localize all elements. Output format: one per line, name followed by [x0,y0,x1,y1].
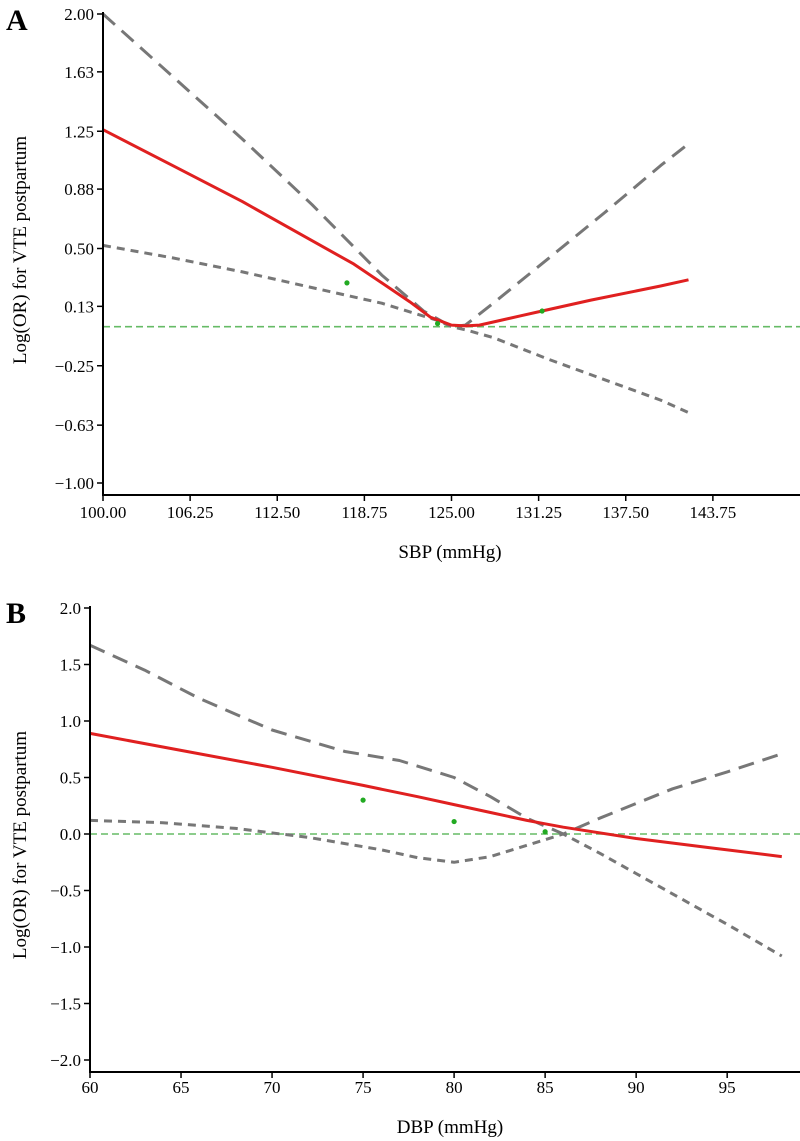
panel-b-x-tick-label: 70 [264,1078,281,1097]
panel-b-knots [360,797,548,835]
panel-b-y-tick-label: 1.0 [60,712,81,731]
panel-a-knot-point [539,308,545,314]
panel-a-series [101,12,800,414]
panel-a-series-solid-line [102,128,689,328]
panel-a-y-tick-label: 1.25 [64,122,94,141]
panel-a-y-tick-label: 2.00 [64,5,94,24]
panel-a-y-tick-label: 0.50 [64,240,94,259]
panel-a-x-tick-label: 118.75 [341,503,387,522]
panel-b-letter: B [6,597,26,630]
panel-a-y-tick-label: 1.63 [64,63,94,82]
panel-a-ticks: 2.00 1.63 1.25 0.88 0.50 0.13 −0.25 −0.63 −1.00 1… [55,5,737,522]
panel-b: B 2.0 1.5 1.0 0.5 0.0 −0.5 −1.0 −1.5 −2.060 65 70 7… [6,597,800,1138]
panel-a-y-tick-label: −0.63 [55,416,94,435]
panel-a: A 2.00 1.63 1.25 0.88 0.50 0.13 −0.25 −0.63 −1.0… [6,4,800,563]
panel-b-series-solid-line [89,731,782,859]
panel-b-x-tick-label: 95 [719,1078,736,1097]
panel-a-y-tick-label: 0.88 [64,180,94,199]
panel-a-y-tick-label: −1.00 [55,474,94,493]
panel-b-y-tick-label: 0.0 [60,825,81,844]
panel-b-y-axis-title: Log(OR) for VTE postpartum [10,731,31,959]
panel-a-knot-point [434,320,441,327]
panel-b-series-short-dash-line [89,818,783,958]
panel-b-y-tick-label: −1.5 [50,995,81,1014]
panel-b-series [89,643,800,958]
panel-a-y-tick-label: −0.25 [55,357,94,376]
panel-a-x-tick-label: 100.00 [80,503,127,522]
panel-b-y-tick-label: 1.5 [60,656,81,675]
panel-a-knots [344,280,545,327]
panel-a-series-long-dash-line [101,12,690,329]
panel-b-y-tick-label: −2.0 [50,1051,81,1070]
panel-b-knot-point [542,829,548,835]
panel-b-x-tick-label: 75 [355,1078,372,1097]
panel-b-series-long-dash-line [89,643,783,836]
panel-b-x-axis-title: DBP (mmHg) [397,1117,503,1138]
panel-b-x-tick-label: 65 [173,1078,190,1097]
panel-b-knot-point [360,797,366,803]
panel-b-axes [89,606,800,1073]
panel-b-x-tick-label: 90 [628,1078,645,1097]
panel-a-y-axis-title: Log(OR) for VTE postpartum [10,136,31,364]
panel-b-y-tick-label: −1.0 [50,938,81,957]
panel-b-x-tick-label: 60 [82,1078,99,1097]
panel-a-x-tick-label: 131.25 [515,503,562,522]
panel-a-x-tick-label: 106.25 [167,503,214,522]
panel-a-y-tick-label: 0.13 [64,297,94,316]
panel-b-y-tick-label: −0.5 [50,882,81,901]
panel-b-knot-point [451,818,457,825]
panel-b-ticks: 2.0 1.5 1.0 0.5 0.0 −0.5 −1.0 −1.5 −2.060 65 70 75 8… [50,599,736,1097]
panel-a-letter: A [6,4,28,37]
panel-a-x-tick-label: 143.75 [690,503,737,522]
panel-b-y-tick-label: 0.5 [60,769,81,788]
panel-b-y-tick-label: 2.0 [60,599,81,618]
panel-a-series-short-dash-line [102,243,690,414]
panel-a-x-axis-title: SBP (mmHg) [398,542,501,563]
panel-a-x-tick-label: 112.50 [254,503,300,522]
panel-a-knot-point [344,280,350,286]
panel-b-x-tick-label: 85 [537,1078,554,1097]
panel-b-x-tick-label: 80 [446,1078,463,1097]
panel-a-x-tick-label: 137.50 [602,503,649,522]
panel-a-x-tick-label: 125.00 [428,503,475,522]
panel-a-axes [102,12,800,496]
